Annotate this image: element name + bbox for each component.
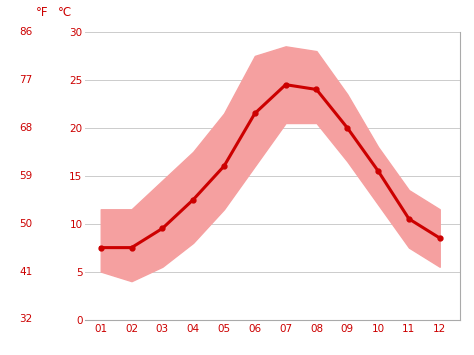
Text: °F: °F xyxy=(36,6,48,19)
Text: 86: 86 xyxy=(19,27,33,37)
Text: 68: 68 xyxy=(19,123,33,133)
Text: °C: °C xyxy=(58,6,72,19)
Text: 41: 41 xyxy=(19,267,33,277)
Text: 77: 77 xyxy=(19,75,33,85)
Text: 32: 32 xyxy=(19,315,33,324)
Text: 50: 50 xyxy=(19,219,33,229)
Text: 59: 59 xyxy=(19,171,33,181)
